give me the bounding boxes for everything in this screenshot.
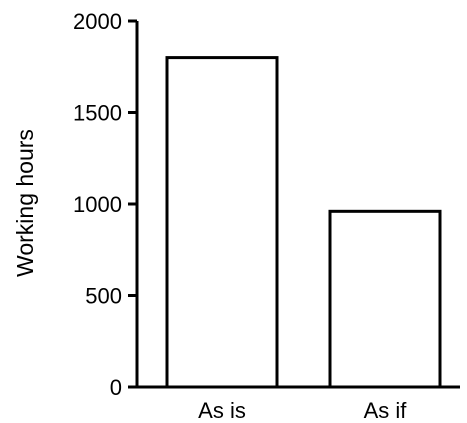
bar-1 bbox=[328, 209, 442, 389]
y-axis-title: Working hours bbox=[12, 129, 38, 277]
x-tick-label: As if bbox=[364, 398, 408, 423]
y-tick-label: 0 bbox=[110, 375, 122, 400]
y-tick-label: 2000 bbox=[73, 9, 122, 34]
y-tick-label: 1500 bbox=[73, 101, 122, 126]
bars bbox=[165, 56, 442, 389]
x-axis-labels: As is As if bbox=[198, 398, 407, 423]
bar-0 bbox=[165, 56, 279, 389]
y-axis-ticks: 0 500 1000 1500 2000 bbox=[73, 9, 137, 400]
x-tick-label: As is bbox=[198, 398, 246, 423]
y-tick-label: 1000 bbox=[73, 192, 122, 217]
y-tick-label: 500 bbox=[85, 284, 122, 309]
